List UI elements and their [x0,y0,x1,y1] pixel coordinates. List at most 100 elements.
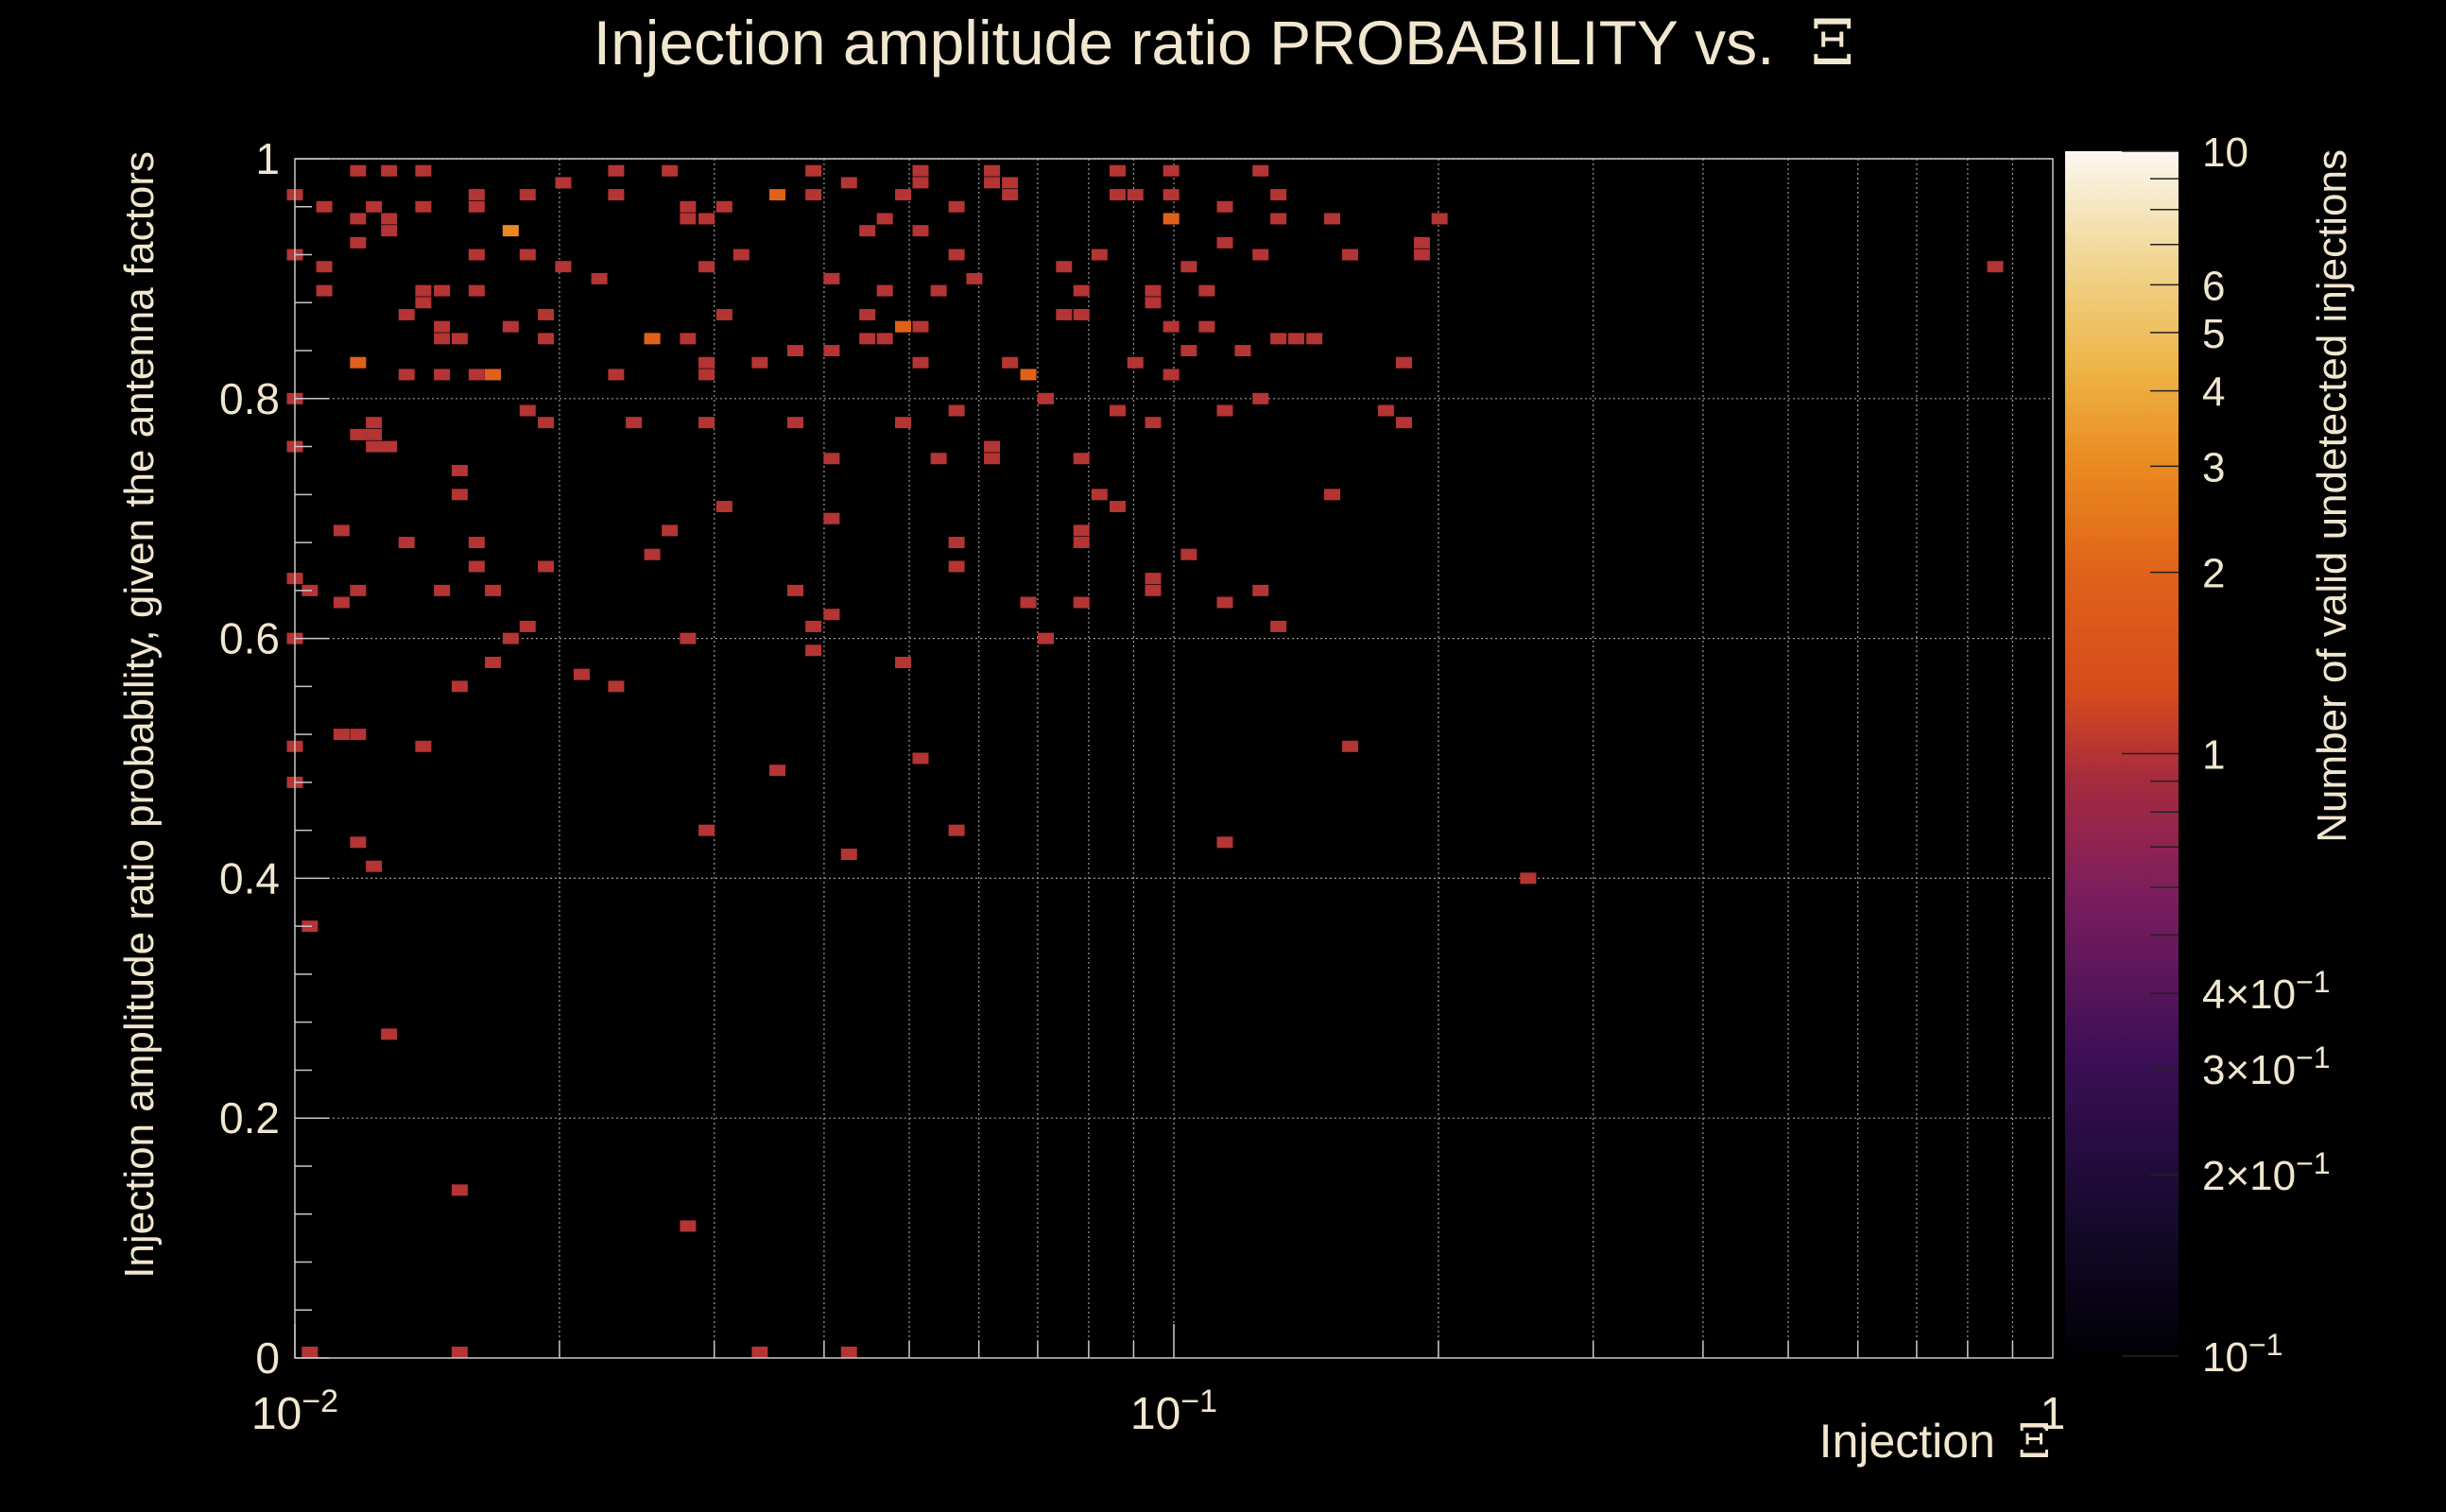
heatmap-cell [930,453,947,465]
colorbar-tick-label: 3 [2202,444,2225,490]
plot-grid [295,158,2053,1358]
heatmap-cell [984,177,1001,189]
heatmap-cell [1520,872,1537,885]
heatmap-cell [434,584,451,596]
heatmap-cell [948,824,965,836]
heatmap-cell [519,404,536,417]
heatmap-cell [715,501,732,513]
heatmap-cell [1002,356,1019,369]
heatmap-cell [333,596,350,609]
heatmap-cell [1091,249,1108,261]
heatmap-cell [966,272,983,284]
heatmap-cell [451,464,468,476]
heatmap-cell [948,537,965,549]
heatmap-cell [859,225,876,237]
heatmap-cell [859,333,876,345]
heatmap-cell [1180,345,1197,357]
heatmap-cell [715,308,732,320]
heatmap-cell [1216,596,1233,609]
y-tick-label: 0 [255,1333,280,1383]
heatmap-cell [948,404,965,417]
heatmap-cell [912,164,929,177]
heatmap-cell [1163,189,1180,201]
heatmap-cell [468,189,485,201]
heatmap-cell [1056,261,1073,273]
heatmap-cell [732,249,749,261]
heatmap-cell [805,164,822,177]
heatmap-cell [502,632,519,644]
x-axis-label-symbol: Ξ [2018,1414,2051,1469]
heatmap-cell [1342,740,1359,752]
heatmap-cell [1395,417,1412,429]
heatmap-cell [451,1184,468,1196]
heatmap-cell [912,320,929,333]
heatmap-cell [680,213,697,225]
heatmap-cell [415,297,432,309]
heatmap-cell [366,417,383,429]
heatmap-cell [1198,320,1215,333]
heatmap-cell [538,308,555,320]
heatmap-cell [895,656,912,668]
heatmap-cell [787,417,804,429]
heatmap-cell [805,644,822,657]
heatmap-cell [1342,249,1359,261]
heatmap-cell [626,417,643,429]
heatmap-cell [1073,308,1090,320]
heatmap-cell [1270,189,1287,201]
heatmap-cell [316,284,333,297]
heatmap-cell [519,620,536,632]
heatmap-cell [608,680,625,693]
heatmap-cell [316,200,333,213]
heatmap-cell [1073,284,1090,297]
heatmap-cell [434,284,451,297]
heatmap-cell [1020,369,1037,381]
colorbar-axis: 10 65 4 3 2 1 4×10−1 3×10−1 2×10−1 10−1 [2122,129,2331,1381]
heatmap-cell [1987,261,2004,273]
heatmap-cell [644,333,661,345]
heatmap-cell [468,200,485,213]
heatmap-cell [1145,584,1162,596]
heatmap-cell [1163,369,1180,381]
heatmap-cell [1127,189,1144,201]
heatmap-cell [381,225,398,237]
heatmap-cell [468,369,485,381]
heatmap-cell [316,261,333,273]
heatmap-cell [1270,620,1287,632]
heatmap-cell [840,177,857,189]
colorbar-tick-label: 10 [2202,129,2248,176]
heatmap-cell [573,668,590,680]
heatmap-cell [912,225,929,237]
heatmap-cell [333,524,350,537]
heatmap-cell [859,308,876,320]
heatmap-cell [485,584,502,596]
heatmap-cell [876,213,893,225]
heatmap-cell [381,440,398,453]
heatmap-cell [485,369,502,381]
heatmap-cell [1073,596,1090,609]
heatmap-cell [381,213,398,225]
heatmap-cell [912,752,929,765]
heatmap-cell [787,345,804,357]
heatmap-cell [930,284,947,297]
heatmap-cell [1252,584,1269,596]
heatmap-cell [451,1347,468,1358]
heatmap-cell [1431,213,1448,225]
heatmap-cell [1216,236,1233,249]
heatmap-cell [1252,164,1269,177]
heatmap-cell [485,656,502,668]
heatmap-cell [434,320,451,333]
heatmap-cell [350,164,367,177]
heatmap-cell [1306,333,1323,345]
heatmap-cell [1270,213,1287,225]
x-axis-label-text: Injection [1819,1415,1995,1468]
y-tick-label: 0.2 [219,1093,280,1143]
heatmap-cell [698,261,715,273]
heatmap-cell [366,860,383,872]
heatmap-cell [984,164,1001,177]
heatmap-cell [1180,548,1197,560]
heatmap-cell [398,308,415,320]
y-tick-label: 0.6 [219,614,280,663]
heatmap-cell [1252,392,1269,404]
plot-axes: 10−2 10−1 1 0 0.2 0.4 0.6 0.8 1 [219,134,2065,1439]
heatmap-cell [608,189,625,201]
